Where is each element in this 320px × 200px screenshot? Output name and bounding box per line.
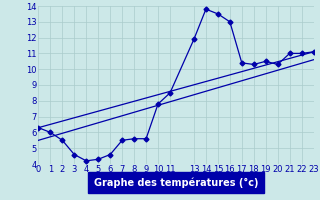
X-axis label: Graphe des températures (°c): Graphe des températures (°c) (94, 177, 258, 188)
